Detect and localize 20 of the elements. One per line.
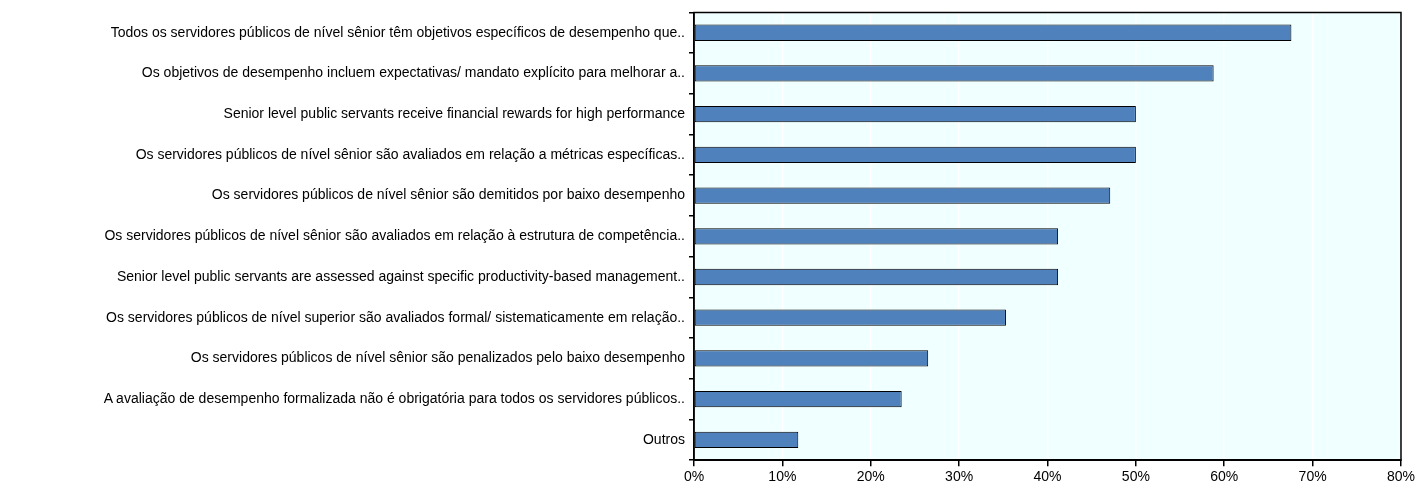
y-tick-label: Senior level public servants receive financial rewards for high performance bbox=[223, 105, 686, 122]
y-tick-label: Os servidores públicos de nível sênior são avaliados em relação a métricas específicas.. bbox=[135, 145, 685, 162]
x-tick-label: 60% bbox=[1210, 468, 1239, 485]
y-tick-label: Os objetivos de desempenho incluem expectativas/ mandato explícito para melhorar a.. bbox=[141, 64, 685, 81]
x-tick-label: 50% bbox=[1121, 468, 1150, 485]
x-tick-label: 30% bbox=[945, 468, 974, 485]
x-tick-label: 40% bbox=[1033, 468, 1062, 485]
x-tick-label: 10% bbox=[768, 468, 797, 485]
y-tick-label: Os servidores públicos de nível sênior são demitidos por baixo desempenho bbox=[211, 186, 686, 203]
x-tick-label: 0% bbox=[683, 468, 705, 485]
y-tick-label: A avaliação de desempenho formalizada não é obrigatória para todos os servidores públicos.. bbox=[103, 390, 685, 406]
y-tick-label: Todos os servidores públicos de nível sênior têm objetivos específicos de desempenho que.. bbox=[110, 23, 685, 40]
x-tick-label: 80% bbox=[1386, 468, 1416, 485]
y-tick-label: Outros bbox=[642, 430, 685, 447]
y-tick-label: Os servidores públicos de nível sênior são avaliados em relação à estrutura de competência.. bbox=[104, 227, 685, 244]
x-tick-label: 70% bbox=[1298, 468, 1327, 485]
y-tick-label: Os servidores públicos de nível sênior são penalizados pelo baixo desempenho bbox=[190, 349, 686, 366]
y-tick-label: Senior level public servants are assessed against specific productivity-based management.. bbox=[116, 267, 685, 284]
x-tick-label: 20% bbox=[856, 468, 885, 485]
y-tick-label: Os servidores públicos de nível superior são avaliados formal/ sistematicamente em relação.. bbox=[106, 308, 685, 325]
